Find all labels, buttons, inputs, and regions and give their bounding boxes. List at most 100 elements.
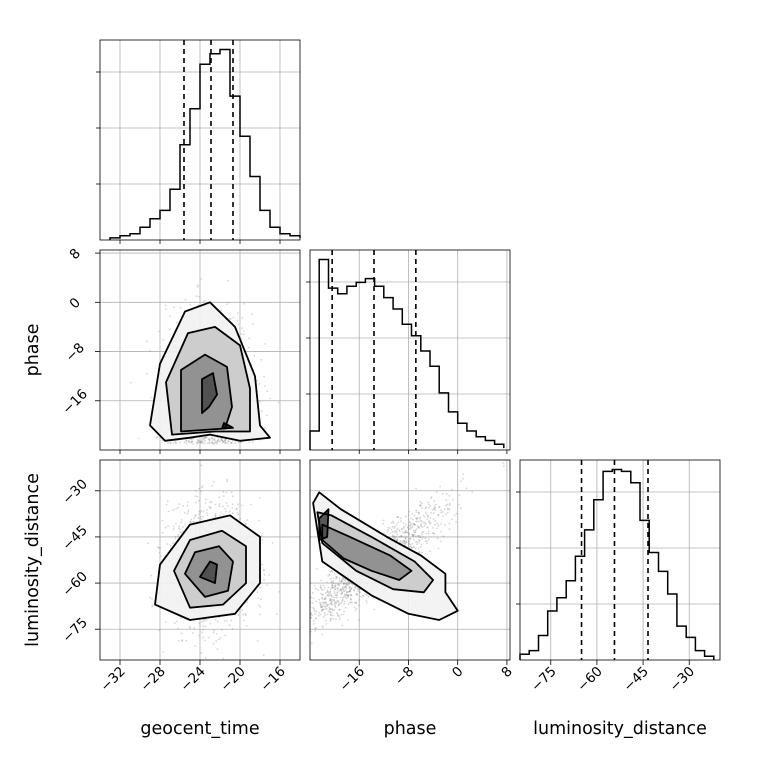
scatter-point bbox=[335, 576, 338, 579]
scatter-point bbox=[420, 520, 423, 523]
scatter-point bbox=[349, 598, 352, 600]
scatter-point bbox=[343, 595, 345, 598]
scatter-point bbox=[145, 340, 148, 343]
scatter-point bbox=[414, 541, 417, 543]
scatter-point bbox=[347, 593, 349, 596]
scatter-point bbox=[440, 523, 442, 525]
scatter-point bbox=[353, 606, 356, 608]
x-tick-label: −32 bbox=[97, 664, 128, 695]
scatter-point bbox=[448, 522, 451, 525]
scatter-point bbox=[229, 318, 232, 320]
scatter-point bbox=[315, 587, 317, 590]
scatter-point bbox=[226, 303, 229, 306]
scatter-point bbox=[206, 514, 209, 517]
scatter-point bbox=[242, 330, 245, 332]
scatter-point bbox=[258, 383, 260, 385]
x-tick-label: 0 bbox=[449, 664, 466, 681]
scatter-point bbox=[407, 526, 409, 529]
scatter-point bbox=[199, 511, 202, 514]
scatter-point bbox=[321, 606, 323, 609]
scatter-point bbox=[310, 630, 312, 633]
scatter-point bbox=[248, 441, 251, 444]
scatter-point bbox=[193, 627, 196, 629]
scatter-point bbox=[180, 521, 183, 524]
scatter-point bbox=[425, 532, 428, 535]
scatter-point bbox=[426, 515, 429, 518]
x-tick-label: −16 bbox=[257, 664, 288, 695]
scatter-point bbox=[149, 350, 152, 352]
scatter-point bbox=[177, 640, 180, 642]
scatter-point bbox=[201, 621, 203, 623]
scatter-point bbox=[197, 286, 199, 288]
scatter-point bbox=[313, 623, 315, 625]
scatter-point bbox=[403, 542, 405, 545]
scatter-point bbox=[418, 513, 420, 515]
scatter-point bbox=[322, 604, 325, 606]
scatter-point bbox=[409, 524, 411, 527]
scatter-point bbox=[447, 507, 449, 510]
scatter-point bbox=[423, 525, 426, 527]
scatter-point bbox=[202, 625, 204, 628]
scatter-point bbox=[418, 520, 420, 523]
scatter-point bbox=[329, 574, 331, 577]
contour-level-1 bbox=[165, 325, 251, 436]
scatter-point bbox=[412, 546, 415, 549]
scatter-point bbox=[231, 507, 234, 509]
scatter-point bbox=[407, 542, 410, 545]
scatter-point bbox=[324, 602, 327, 605]
scatter-point bbox=[419, 534, 421, 537]
scatter-point bbox=[432, 527, 434, 529]
scatter-point bbox=[214, 514, 217, 516]
scatter-point bbox=[220, 628, 223, 631]
scatter-point bbox=[227, 442, 229, 445]
scatter-point bbox=[130, 381, 133, 384]
scatter-point bbox=[345, 594, 348, 596]
scatter-point bbox=[228, 440, 230, 443]
scatter-point bbox=[341, 580, 343, 582]
scatter-point bbox=[199, 441, 202, 444]
scatter-point bbox=[310, 612, 313, 615]
scatter-point bbox=[271, 542, 274, 544]
scatter-point bbox=[345, 582, 348, 585]
scatter-point bbox=[258, 519, 261, 522]
hist-panel-phase bbox=[306, 249, 511, 451]
scatter-point bbox=[348, 590, 351, 593]
scatter-point bbox=[445, 499, 448, 501]
scatter-point bbox=[209, 501, 211, 503]
scatter-point bbox=[252, 323, 254, 325]
scatter-point bbox=[445, 492, 448, 495]
scatter-point bbox=[399, 540, 402, 542]
contour-level-4 bbox=[221, 421, 234, 430]
scatter-point bbox=[175, 321, 178, 324]
scatter-point bbox=[434, 523, 436, 526]
scatter-point bbox=[218, 496, 221, 499]
scatter-point bbox=[405, 541, 408, 544]
scatter-point bbox=[157, 546, 159, 548]
scatter-point bbox=[333, 573, 336, 575]
scatter-point bbox=[321, 598, 324, 600]
scatter-point bbox=[329, 588, 332, 590]
scatter-point bbox=[418, 539, 421, 542]
scatter-point bbox=[185, 440, 188, 443]
x-tick-label: −60 bbox=[574, 664, 605, 695]
scatter-point bbox=[448, 495, 451, 497]
scatter-point bbox=[167, 510, 170, 513]
scatter-point bbox=[326, 603, 329, 606]
scatter-point bbox=[224, 441, 227, 444]
scatter-point bbox=[418, 526, 420, 529]
scatter-point bbox=[169, 441, 171, 444]
scatter-point bbox=[439, 485, 441, 488]
scatter-point bbox=[263, 427, 266, 429]
scatter-point bbox=[343, 582, 345, 585]
scatter-point bbox=[175, 620, 178, 623]
scatter-point bbox=[324, 608, 327, 611]
scatter-point bbox=[231, 503, 234, 506]
scatter-point bbox=[353, 601, 356, 604]
scatter-point bbox=[226, 480, 229, 483]
scatter-point bbox=[355, 602, 357, 604]
scatter-point bbox=[276, 613, 278, 616]
scatter-point bbox=[159, 547, 162, 549]
scatter-point bbox=[404, 531, 407, 534]
scatter-point bbox=[196, 495, 199, 498]
scatter-point bbox=[334, 585, 336, 587]
